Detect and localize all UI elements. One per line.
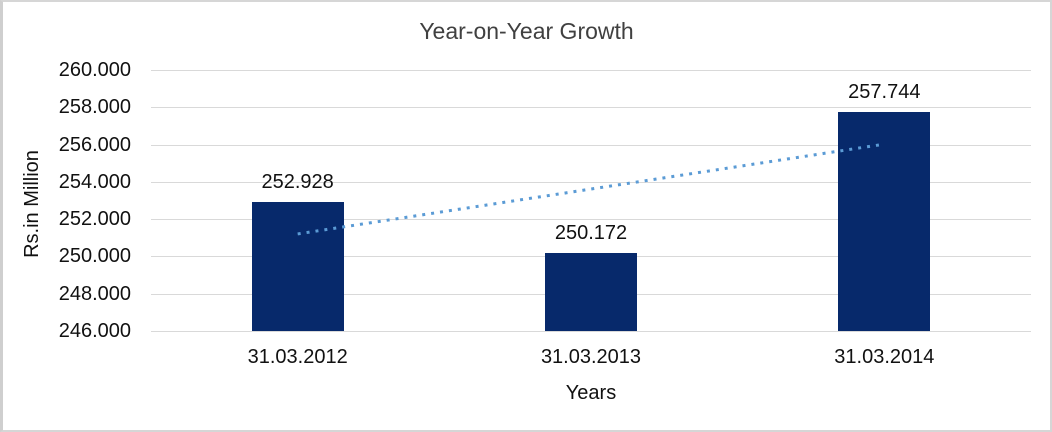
x-axis-title: Years [565,382,617,404]
x-tick-label: 31.03.2012 [247,346,348,368]
bar [545,253,637,331]
x-tick-label: 31.03.2013 [540,346,642,368]
y-tick-label: 248.000 [58,282,131,305]
plot-area [151,70,1031,332]
y-tick-label: 260.000 [58,59,131,81]
gridline [151,144,1031,146]
trendline-layer [297,142,885,236]
gridline [151,219,1031,221]
chart-title: Year-on-Year Growth [419,18,634,44]
bar [251,201,344,331]
y-tick-label: 258.000 [58,96,131,119]
bar-value-label: 257.744 [848,81,921,104]
gridline [151,70,1031,71]
x-tick-label: 31.03.2014 [834,346,935,368]
y-tick-label: 256.000 [58,133,131,156]
gridline [151,107,1031,109]
y-tick-label: 252.000 [58,208,131,231]
bar-value-label: 252.928 [261,170,334,193]
y-tick-label: 250.000 [58,245,131,268]
gridline [151,331,1031,332]
bar [838,112,931,331]
trendline-path [297,142,885,236]
y-tick-label: 246.000 [58,320,131,342]
bar-value-label: 250.172 [554,222,628,245]
y-tick-label: 254.000 [58,170,131,193]
gridline [151,181,1031,183]
y-axis-title-text: Rs.in Million [21,150,43,258]
